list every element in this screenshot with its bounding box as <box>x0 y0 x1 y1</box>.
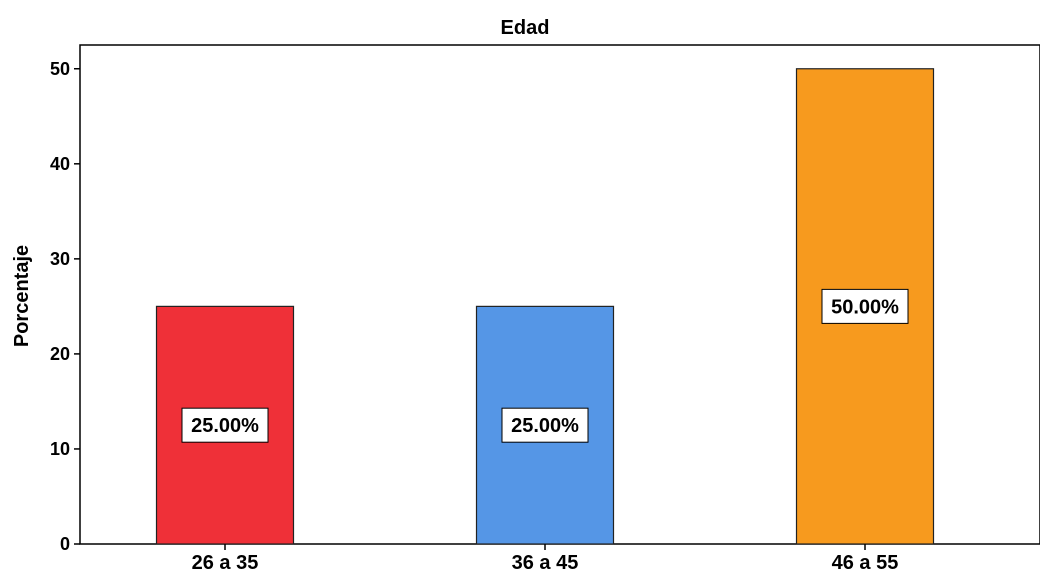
y-axis-label: Porcentaje <box>11 245 33 347</box>
bars-group: 25.00% 25.00% 50.00% <box>155 68 935 545</box>
y-tick-label: 50 <box>50 59 70 79</box>
y-tick-label: 10 <box>50 439 70 459</box>
chart-title: Edad <box>501 17 550 39</box>
data-label-box <box>181 407 269 443</box>
x-axis: 26 a 35 36 a 45 46 a 55 <box>192 544 899 574</box>
x-tick-label: 46 a 55 <box>832 552 899 574</box>
data-label-box <box>501 407 589 443</box>
y-tick-label: 0 <box>60 534 70 554</box>
data-label-box <box>821 288 909 324</box>
y-axis: 0 10 20 30 40 50 <box>50 59 80 554</box>
data-label: 50.00% <box>831 296 899 318</box>
y-tick-label: 40 <box>50 154 70 174</box>
data-label: 25.00% <box>511 415 579 437</box>
x-tick-label: 26 a 35 <box>192 552 259 574</box>
y-tick-label: 30 <box>50 249 70 269</box>
x-tick-label: 36 a 45 <box>512 552 579 574</box>
y-tick-label: 20 <box>50 344 70 364</box>
data-label: 25.00% <box>191 415 259 437</box>
